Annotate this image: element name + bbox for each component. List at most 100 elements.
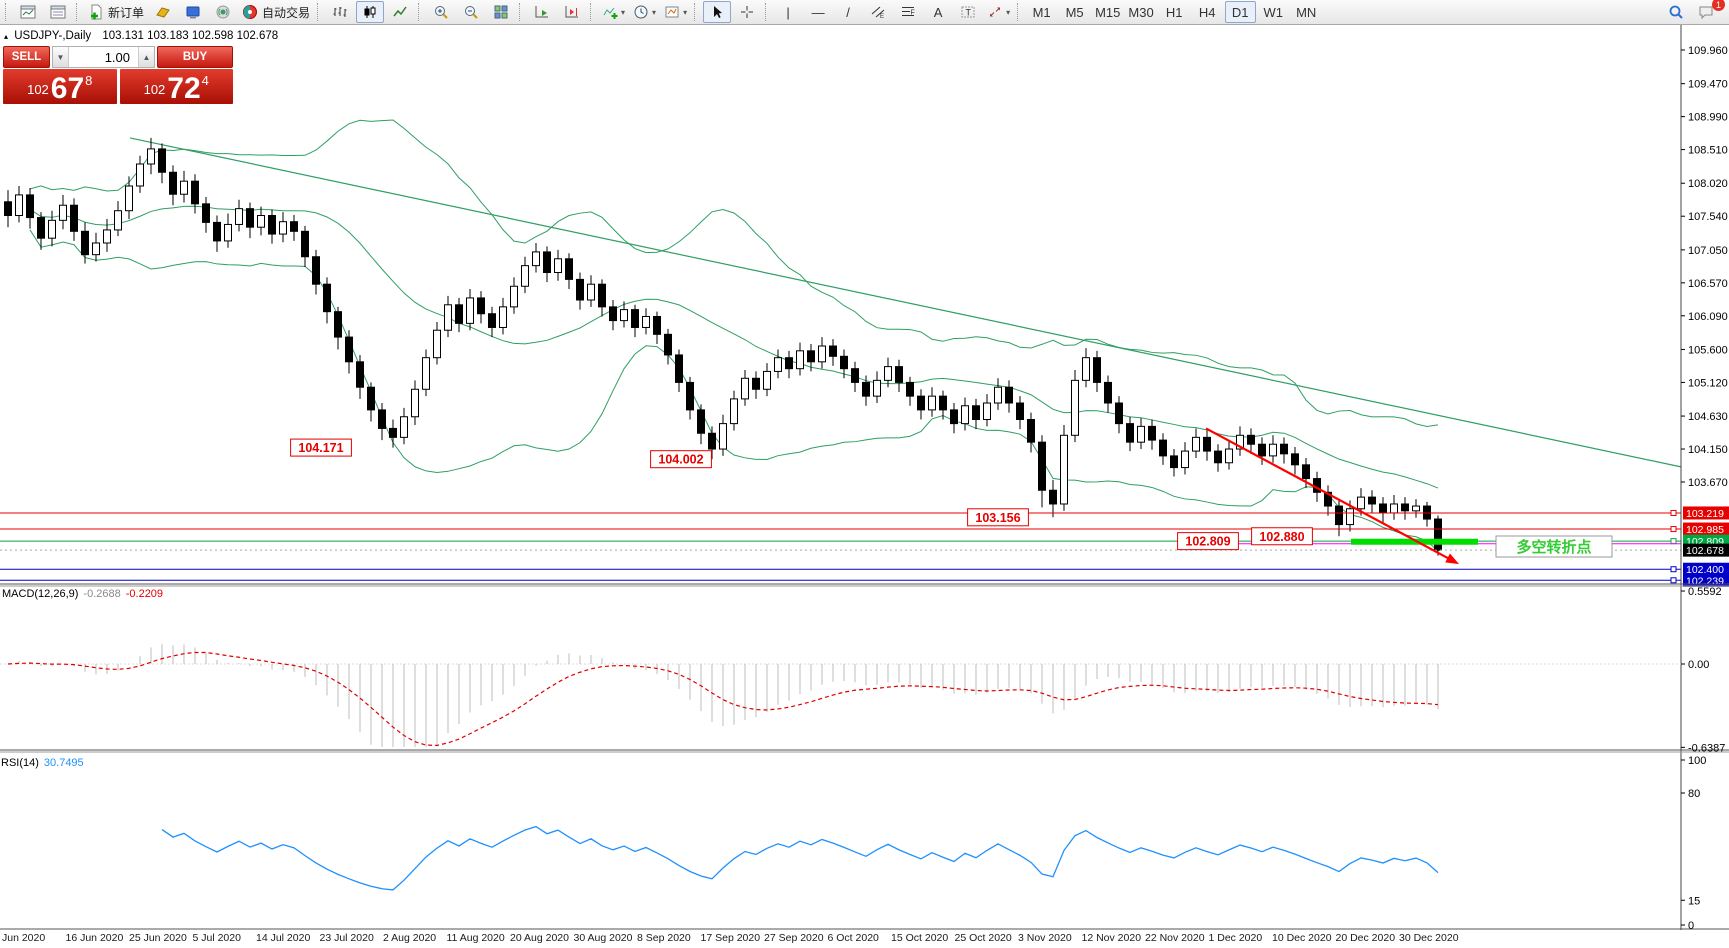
note-box[interactable] xyxy=(1495,535,1613,558)
auto-scroll-button[interactable] xyxy=(528,1,556,23)
metaeditor-button[interactable] xyxy=(149,1,177,23)
ohlc-values: 103.131 103.183 102.598 102.678 xyxy=(102,30,279,42)
red-trendline-arrow-icon xyxy=(1445,553,1460,565)
price-callout-box[interactable] xyxy=(967,508,1029,527)
price-lines xyxy=(0,509,1681,584)
templates-dropdown-icon[interactable]: ▾ xyxy=(683,7,688,17)
fibonacci-button[interactable]: F xyxy=(894,1,922,23)
indicators-button[interactable]: ▾ xyxy=(599,1,628,23)
macd-histogram xyxy=(18,644,1439,747)
price-callout-box[interactable] xyxy=(290,438,352,457)
arrows-button[interactable]: ▾ xyxy=(984,1,1013,23)
tf-m30-button[interactable]: M30 xyxy=(1125,1,1156,23)
date-tick: 3 Nov 2020 xyxy=(1018,932,1072,944)
new-order-button[interactable]: 新订单 xyxy=(85,1,147,23)
svg-text:E: E xyxy=(880,14,884,20)
price-tick: 104.150 xyxy=(1688,444,1728,456)
tf-h1-button[interactable]: H1 xyxy=(1159,1,1190,23)
cursor-icon xyxy=(714,6,723,18)
crosshair-button[interactable] xyxy=(733,1,761,23)
rsi-tick: 0 xyxy=(1688,920,1694,932)
tf-h4-glyph: H4 xyxy=(1198,4,1216,20)
cursor-button[interactable] xyxy=(703,1,732,23)
tf-m15-button[interactable]: M15 xyxy=(1092,1,1123,23)
periods-button[interactable]: ▾ xyxy=(630,1,659,23)
svg-text:102.400: 102.400 xyxy=(1686,564,1724,576)
sell-button[interactable]: SELL xyxy=(3,46,50,68)
candlestick-chart-button[interactable] xyxy=(356,1,385,23)
autotrading-button[interactable]: 自动交易 xyxy=(239,1,313,23)
zoom-in-icon xyxy=(435,6,448,19)
support-bar[interactable] xyxy=(1351,538,1478,545)
vertical-line-button[interactable]: | xyxy=(774,1,802,23)
macd-signal-line xyxy=(7,651,1439,746)
templates-button[interactable]: ▾ xyxy=(661,1,690,23)
bar-chart-button[interactable] xyxy=(326,1,354,23)
date-tick: 30 Aug 2020 xyxy=(574,932,633,944)
collapse-panel-icon[interactable]: ▴ xyxy=(4,32,9,41)
zoom-in-button[interactable] xyxy=(427,1,455,23)
autotrading-icon xyxy=(243,5,258,19)
date-tick: 20 Aug 2020 xyxy=(510,932,569,944)
crosshair-icon xyxy=(741,6,754,18)
buy-price-tile[interactable]: 102 72 4 xyxy=(119,69,233,105)
volume-decrease-icon[interactable]: ▼ xyxy=(53,47,69,67)
price-callout-box[interactable] xyxy=(650,450,712,469)
axes: 103.219102.985102.809102.400102.239102.6… xyxy=(0,25,1729,944)
horizontal-line-button[interactable]: — xyxy=(804,1,832,23)
tile-windows-button[interactable] xyxy=(487,1,515,23)
indicators-dropdown-icon[interactable]: ▾ xyxy=(621,7,626,17)
buy-button[interactable]: BUY xyxy=(157,46,233,68)
date-tick: 16 Jun 2020 xyxy=(66,932,124,944)
red-trendline[interactable] xyxy=(1205,427,1453,562)
arrows-dropdown-icon[interactable]: ▾ xyxy=(1006,7,1011,17)
price-callout-box[interactable] xyxy=(1251,527,1313,546)
trendline-button[interactable]: / xyxy=(834,1,862,23)
notifications-button[interactable]: 1 xyxy=(1692,0,1725,23)
line-chart-button[interactable] xyxy=(386,1,414,23)
one-click-trading-panel: SELL ▼ 1.00 ▲ BUY 102 67 8 102 72 4 xyxy=(3,46,233,104)
volume-stepper[interactable]: ▼ 1.00 ▲ xyxy=(52,46,155,68)
alerts-button[interactable] xyxy=(209,1,237,23)
date-tick: Jun 2020 xyxy=(2,932,45,944)
toolbar-grip xyxy=(765,3,769,21)
sell-price-tile[interactable]: 102 67 8 xyxy=(3,69,117,104)
tf-h1-glyph: H1 xyxy=(1165,4,1183,20)
tf-d1-glyph: D1 xyxy=(1231,4,1249,20)
equidistant-channel-button[interactable]: E xyxy=(864,1,892,23)
buy-price-big: 72 xyxy=(167,71,201,105)
trendline-glyph: / xyxy=(846,4,850,20)
new-order-icon xyxy=(91,4,102,20)
price-callout-box[interactable] xyxy=(1177,532,1239,551)
green-trendline[interactable] xyxy=(129,137,1682,468)
date-tick: 25 Oct 2020 xyxy=(955,932,1012,944)
tf-w1-button[interactable]: W1 xyxy=(1258,1,1289,23)
rsi-tick: 80 xyxy=(1688,788,1700,800)
chart-shift-button[interactable] xyxy=(558,1,586,23)
search-button[interactable] xyxy=(1662,1,1690,23)
strategy-tester-button[interactable] xyxy=(179,1,207,23)
tf-m1-button[interactable]: M1 xyxy=(1026,1,1057,23)
new-chart-button[interactable] xyxy=(14,1,42,23)
new-order-label: 新订单 xyxy=(108,5,145,20)
tf-mn-button[interactable]: MN xyxy=(1291,1,1322,23)
toolbar-grip xyxy=(317,3,321,21)
volume-increase-icon[interactable]: ▲ xyxy=(138,47,154,67)
text-label-button[interactable]: T xyxy=(954,1,982,23)
symbol-period: USDJPY-,Daily xyxy=(14,30,92,42)
periods-dropdown-icon[interactable]: ▾ xyxy=(652,7,657,17)
candlesticks xyxy=(4,137,1442,556)
candlestick-chart-icon xyxy=(364,6,376,18)
volume-value[interactable]: 1.00 xyxy=(104,49,130,65)
tf-m5-button[interactable]: M5 xyxy=(1059,1,1090,23)
toolbar: 新订单 自动交易 ▾ ▾ ▾ | — / E F A T ▾ M1 M5 M15 M30 H1 H4 D1 W1 MN 1 xyxy=(0,0,1729,25)
chart-profiles-button[interactable] xyxy=(44,1,72,23)
tf-h4-button[interactable]: H4 xyxy=(1192,1,1223,23)
tf-d1-button[interactable]: D1 xyxy=(1224,1,1256,23)
zoom-out-button[interactable] xyxy=(457,1,485,23)
rsi-label: RSI(14) 30.7495 xyxy=(1,757,84,769)
svg-text:T: T xyxy=(966,8,972,18)
text-button[interactable]: A xyxy=(924,1,952,23)
